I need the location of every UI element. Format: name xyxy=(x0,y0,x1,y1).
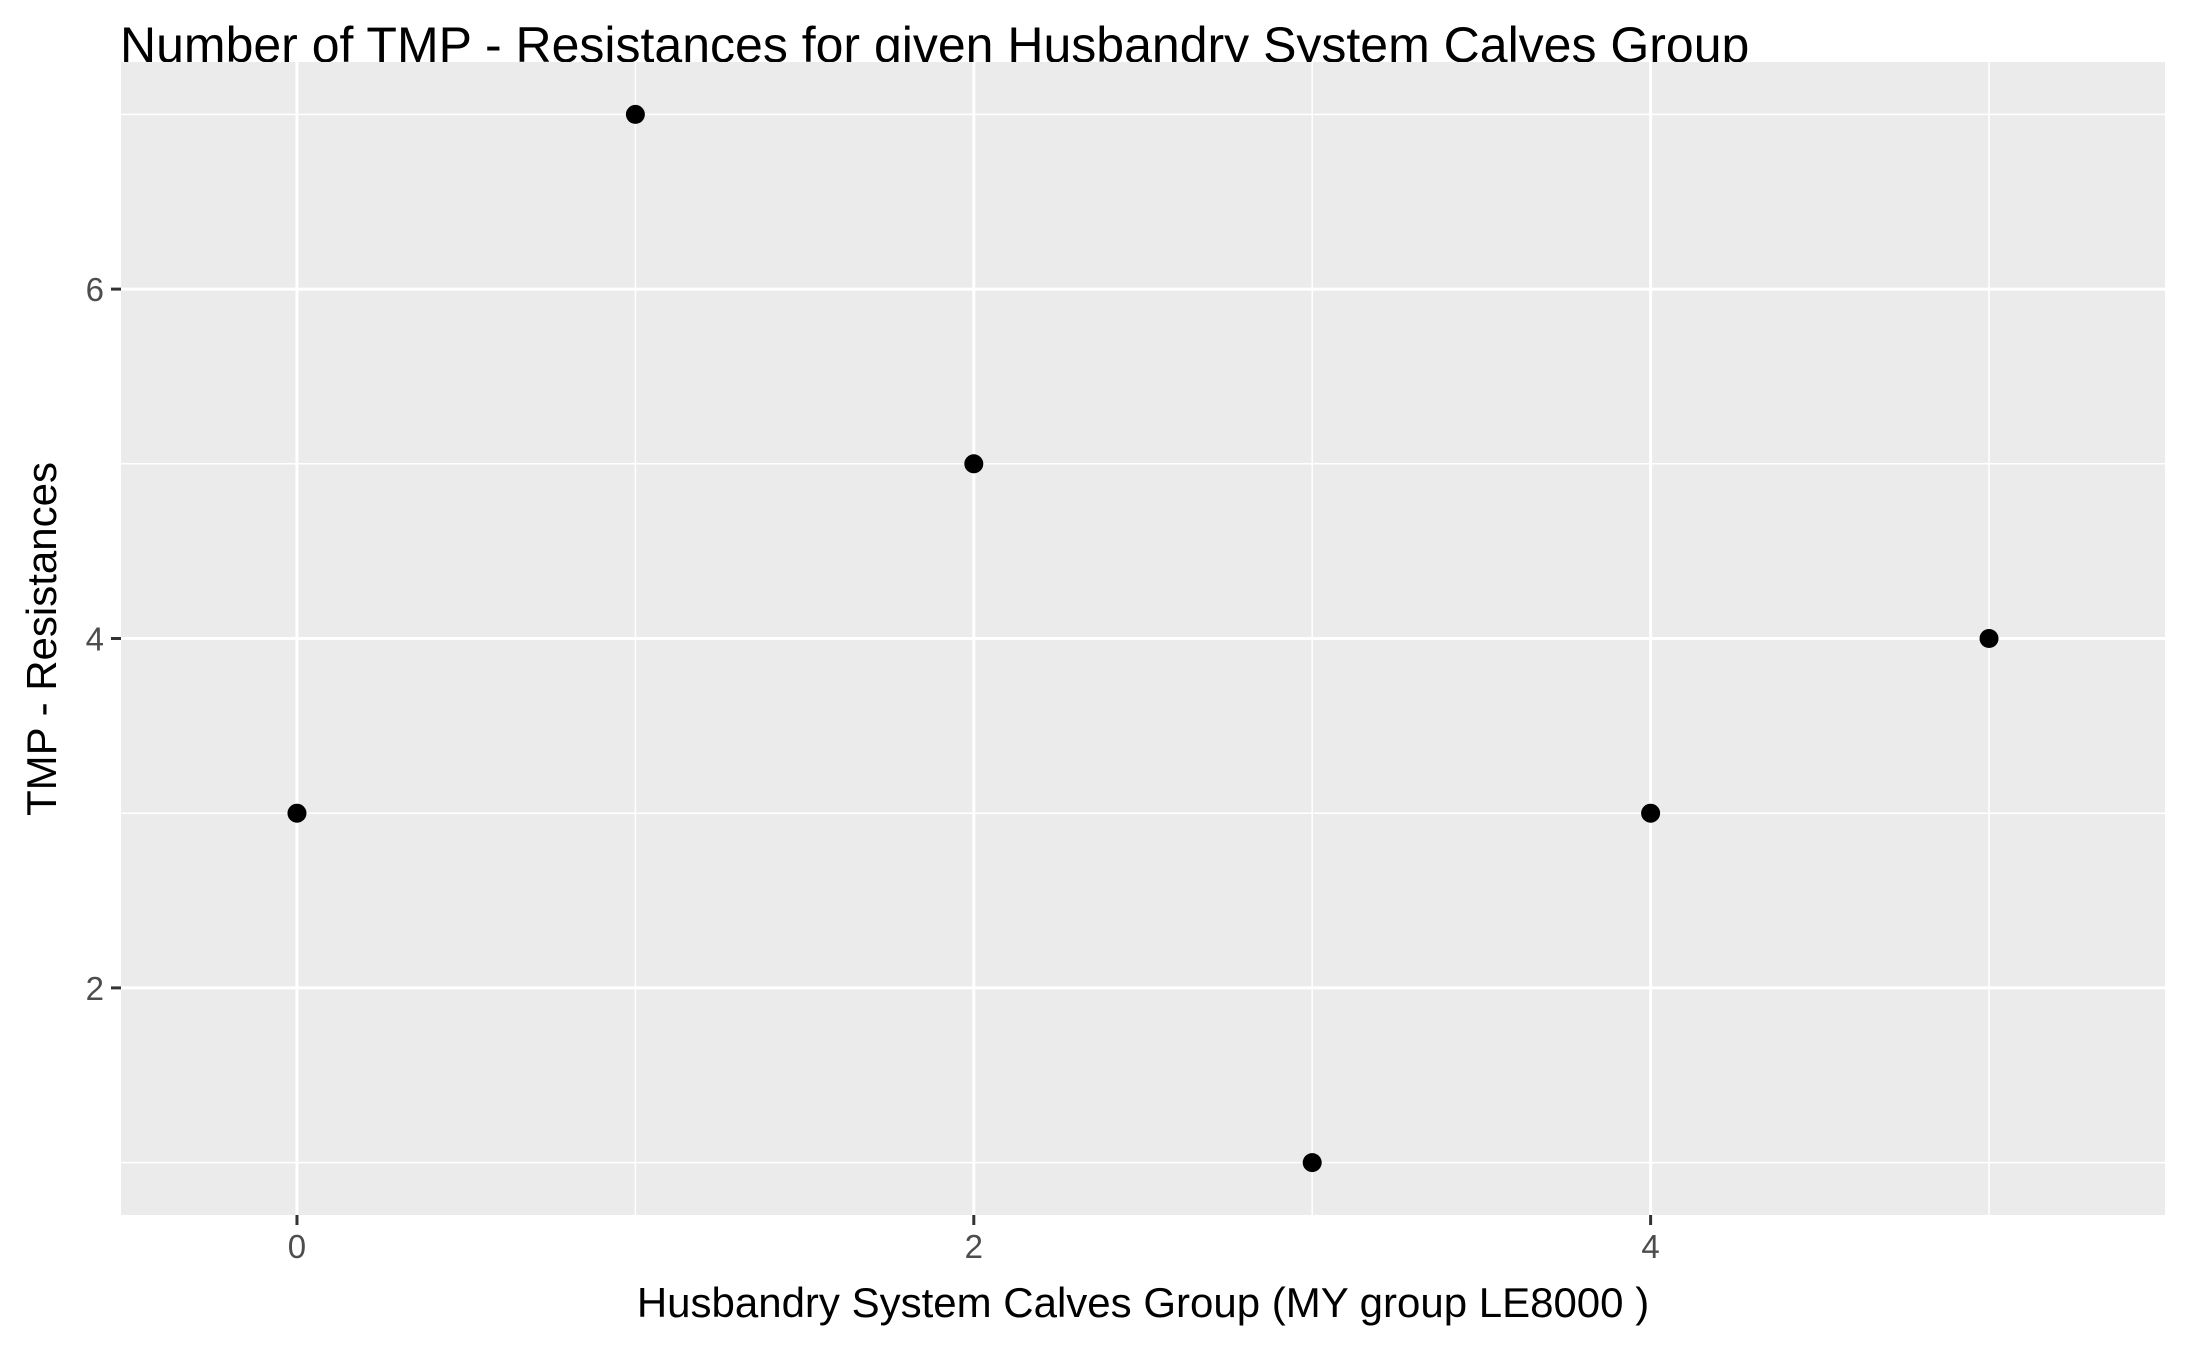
data-point xyxy=(1302,1153,1322,1173)
data-point xyxy=(1979,629,1999,648)
x-tick-label: 4 xyxy=(1641,1228,1659,1265)
data-point xyxy=(287,803,307,823)
data-points xyxy=(287,104,1999,1173)
data-point xyxy=(1641,803,1661,823)
data-point xyxy=(964,454,984,474)
y-axis: 2 4 6 xyxy=(86,271,121,1007)
y-tick-label: 4 xyxy=(86,621,104,658)
y-tick-label: 6 xyxy=(86,271,104,308)
major-gridlines xyxy=(121,62,2165,1215)
x-tick-label: 0 xyxy=(288,1228,306,1265)
x-axis: 0 2 4 xyxy=(288,1215,1660,1265)
y-tick-label: 2 xyxy=(86,970,104,1007)
x-tick-label: 2 xyxy=(965,1228,983,1265)
y-axis-title: TMP - Resistances xyxy=(18,462,65,816)
data-point xyxy=(625,104,645,124)
x-axis-title: Husbandry System Calves Group (MY group … xyxy=(637,1279,1649,1326)
